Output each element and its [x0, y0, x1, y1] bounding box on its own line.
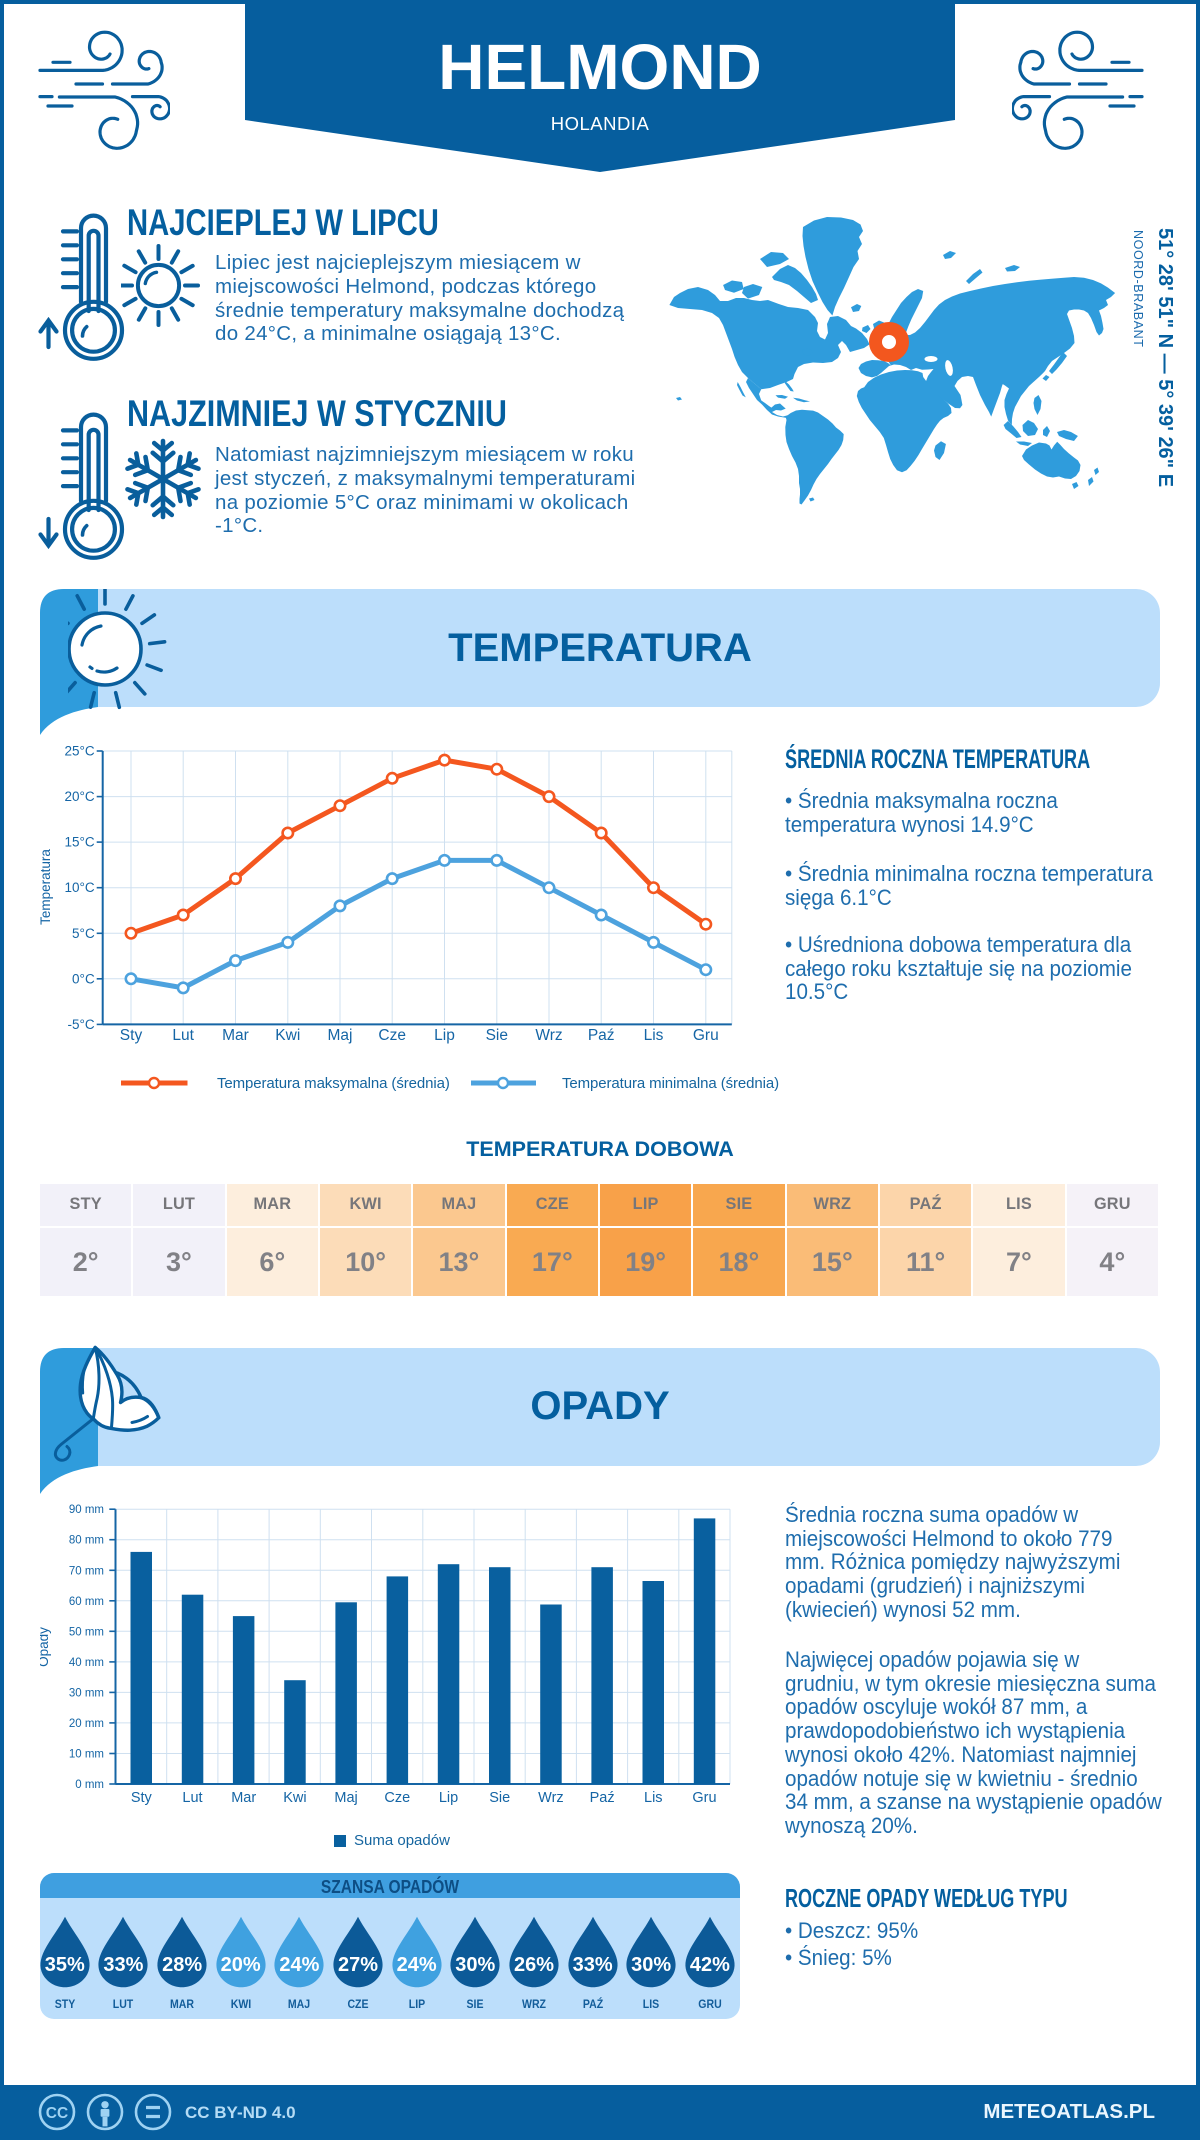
svg-text:Lip: Lip [439, 1790, 458, 1806]
svg-text:Opady: Opady [40, 1627, 51, 1667]
svg-text:0 mm: 0 mm [75, 1779, 104, 1791]
svg-text:Paź: Paź [590, 1790, 615, 1806]
svg-text:Paź: Paź [588, 1027, 615, 1044]
svg-text:Wrz: Wrz [538, 1790, 564, 1806]
svg-text:Suma opadów: Suma opadów [354, 1832, 450, 1849]
svg-text:Temperatura: Temperatura [40, 849, 53, 925]
svg-text:Gru: Gru [693, 1027, 719, 1044]
svg-text:70 mm: 70 mm [69, 1565, 104, 1577]
svg-text:Mar: Mar [231, 1790, 256, 1806]
svg-text:Wrz: Wrz [535, 1027, 562, 1044]
svg-text:Lut: Lut [182, 1790, 202, 1806]
svg-text:Temperatura minimalna (średnia: Temperatura minimalna (średnia) [562, 1075, 779, 1092]
svg-text:Lut: Lut [172, 1027, 194, 1044]
svg-text:Sty: Sty [120, 1027, 143, 1044]
svg-text:90 mm: 90 mm [69, 1504, 104, 1516]
svg-text:20°C: 20°C [65, 789, 95, 804]
svg-text:0°C: 0°C [72, 971, 95, 986]
svg-text:30 mm: 30 mm [69, 1687, 104, 1699]
svg-text:Sie: Sie [489, 1790, 510, 1806]
svg-text:10°C: 10°C [65, 880, 95, 895]
svg-text:80 mm: 80 mm [69, 1535, 104, 1547]
svg-text:Kwi: Kwi [283, 1790, 306, 1806]
svg-text:Kwi: Kwi [275, 1027, 300, 1044]
svg-text:Lis: Lis [644, 1027, 664, 1044]
svg-text:Maj: Maj [328, 1027, 353, 1044]
svg-text:10 mm: 10 mm [69, 1749, 104, 1761]
svg-text:Sty: Sty [131, 1790, 153, 1806]
svg-text:20 mm: 20 mm [69, 1718, 104, 1730]
svg-text:15°C: 15°C [65, 835, 95, 850]
svg-text:Temperatura maksymalna (średni: Temperatura maksymalna (średnia) [217, 1075, 450, 1092]
svg-text:Mar: Mar [222, 1027, 249, 1044]
svg-text:60 mm: 60 mm [69, 1596, 104, 1608]
svg-text:5°C: 5°C [72, 926, 95, 941]
svg-text:Maj: Maj [334, 1790, 357, 1806]
svg-text:Cze: Cze [378, 1027, 406, 1044]
svg-text:50 mm: 50 mm [69, 1626, 104, 1638]
svg-text:CC: CC [46, 2105, 68, 2122]
svg-text:-5°C: -5°C [68, 1017, 95, 1032]
svg-text:40 mm: 40 mm [69, 1657, 104, 1669]
svg-text:Cze: Cze [384, 1790, 410, 1806]
svg-text:Lip: Lip [434, 1027, 455, 1044]
svg-text:25°C: 25°C [65, 744, 95, 759]
svg-text:Lis: Lis [644, 1790, 663, 1806]
svg-text:Sie: Sie [486, 1027, 508, 1044]
svg-text:Gru: Gru [692, 1790, 716, 1806]
